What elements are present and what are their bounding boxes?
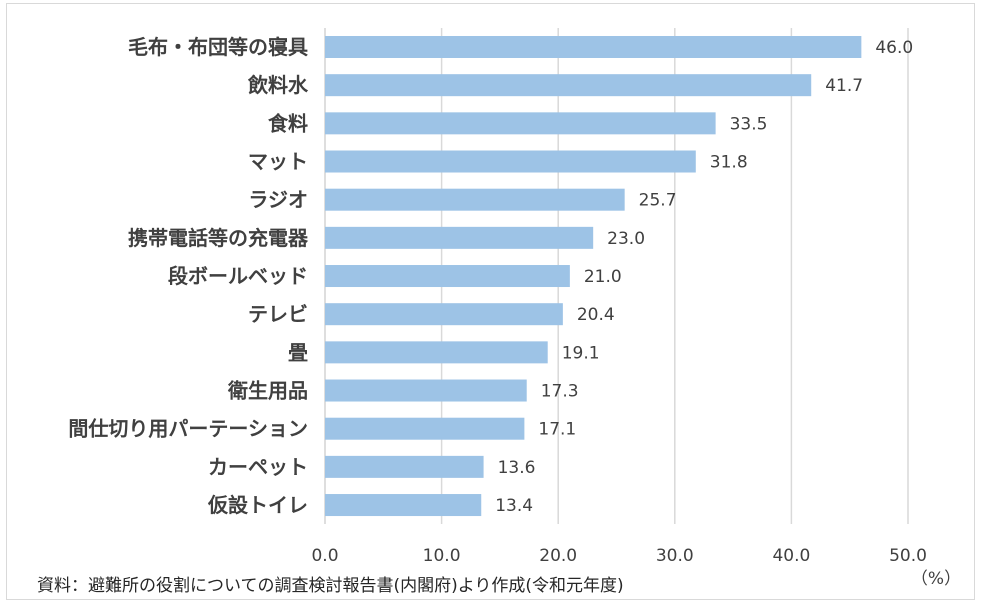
bar xyxy=(325,494,482,517)
source-note: 資料：避難所の役割についての調査検討報告書(内閣府)より作成(令和元年度) xyxy=(37,576,624,596)
value-label: 46.0 xyxy=(875,38,913,58)
value-label: 31.8 xyxy=(710,153,748,173)
category-label: ラジオ xyxy=(248,188,308,212)
category-label: テレビ xyxy=(248,302,308,326)
bar xyxy=(325,455,484,478)
category-labels: 毛布・布団等の寝具飲料水食料マットラジオ携帯電話等の充電器段ボールベッドテレビ畳… xyxy=(68,35,309,517)
x-tick-label: 40.0 xyxy=(772,546,810,566)
value-label: 41.7 xyxy=(825,76,863,96)
bar xyxy=(325,188,625,211)
chart-frame xyxy=(6,3,975,600)
value-label: 13.6 xyxy=(498,458,536,478)
category-label: 食料 xyxy=(268,111,308,135)
x-tick-label: 20.0 xyxy=(539,546,577,566)
x-tick-label: 0.0 xyxy=(311,546,338,566)
bar xyxy=(325,341,548,364)
value-label: 17.1 xyxy=(538,420,576,440)
x-tick-label: 10.0 xyxy=(423,546,461,566)
value-label: 20.4 xyxy=(577,305,615,325)
category-label: 仮設トイレ xyxy=(207,493,308,517)
value-label: 17.3 xyxy=(541,382,579,402)
bar xyxy=(325,150,696,173)
value-labels: 46.0 41.7 33.5 31.8 25.7 23.0 21.0 20.4 19.1 17.3… xyxy=(495,38,913,516)
grid-lines xyxy=(324,28,909,524)
value-label: 13.4 xyxy=(495,496,533,516)
category-label: 携帯電話等の充電器 xyxy=(128,226,309,250)
bar xyxy=(325,112,716,135)
bar xyxy=(325,226,594,249)
category-label: マット xyxy=(248,150,308,174)
bar xyxy=(325,303,563,326)
value-label: 33.5 xyxy=(730,114,768,134)
bar xyxy=(325,36,862,58)
category-label: カーペット xyxy=(208,455,308,479)
value-label: 25.7 xyxy=(639,191,677,211)
category-label: 衛生用品 xyxy=(227,379,308,403)
category-label: 畳 xyxy=(288,340,308,364)
bar xyxy=(325,265,570,288)
value-label: 21.0 xyxy=(584,267,622,287)
x-tick-label: 50.0 xyxy=(889,546,927,566)
bar xyxy=(325,74,812,97)
category-label: 間仕切り用パーテーション xyxy=(68,417,308,441)
value-label: 23.0 xyxy=(607,229,645,249)
bars xyxy=(325,36,862,517)
x-tick-labels: 0.0 10.0 20.0 30.0 40.0 50.0 xyxy=(311,546,926,566)
bar xyxy=(325,417,525,440)
category-label: 段ボールベッド xyxy=(168,264,308,288)
x-tick-label: 30.0 xyxy=(656,546,694,566)
category-label: 飲料水 xyxy=(247,73,309,97)
bar xyxy=(325,379,527,402)
category-label: 毛布・布団等の寝具 xyxy=(128,35,308,59)
value-label: 19.1 xyxy=(562,343,600,363)
unit-label: （%） xyxy=(911,569,961,589)
